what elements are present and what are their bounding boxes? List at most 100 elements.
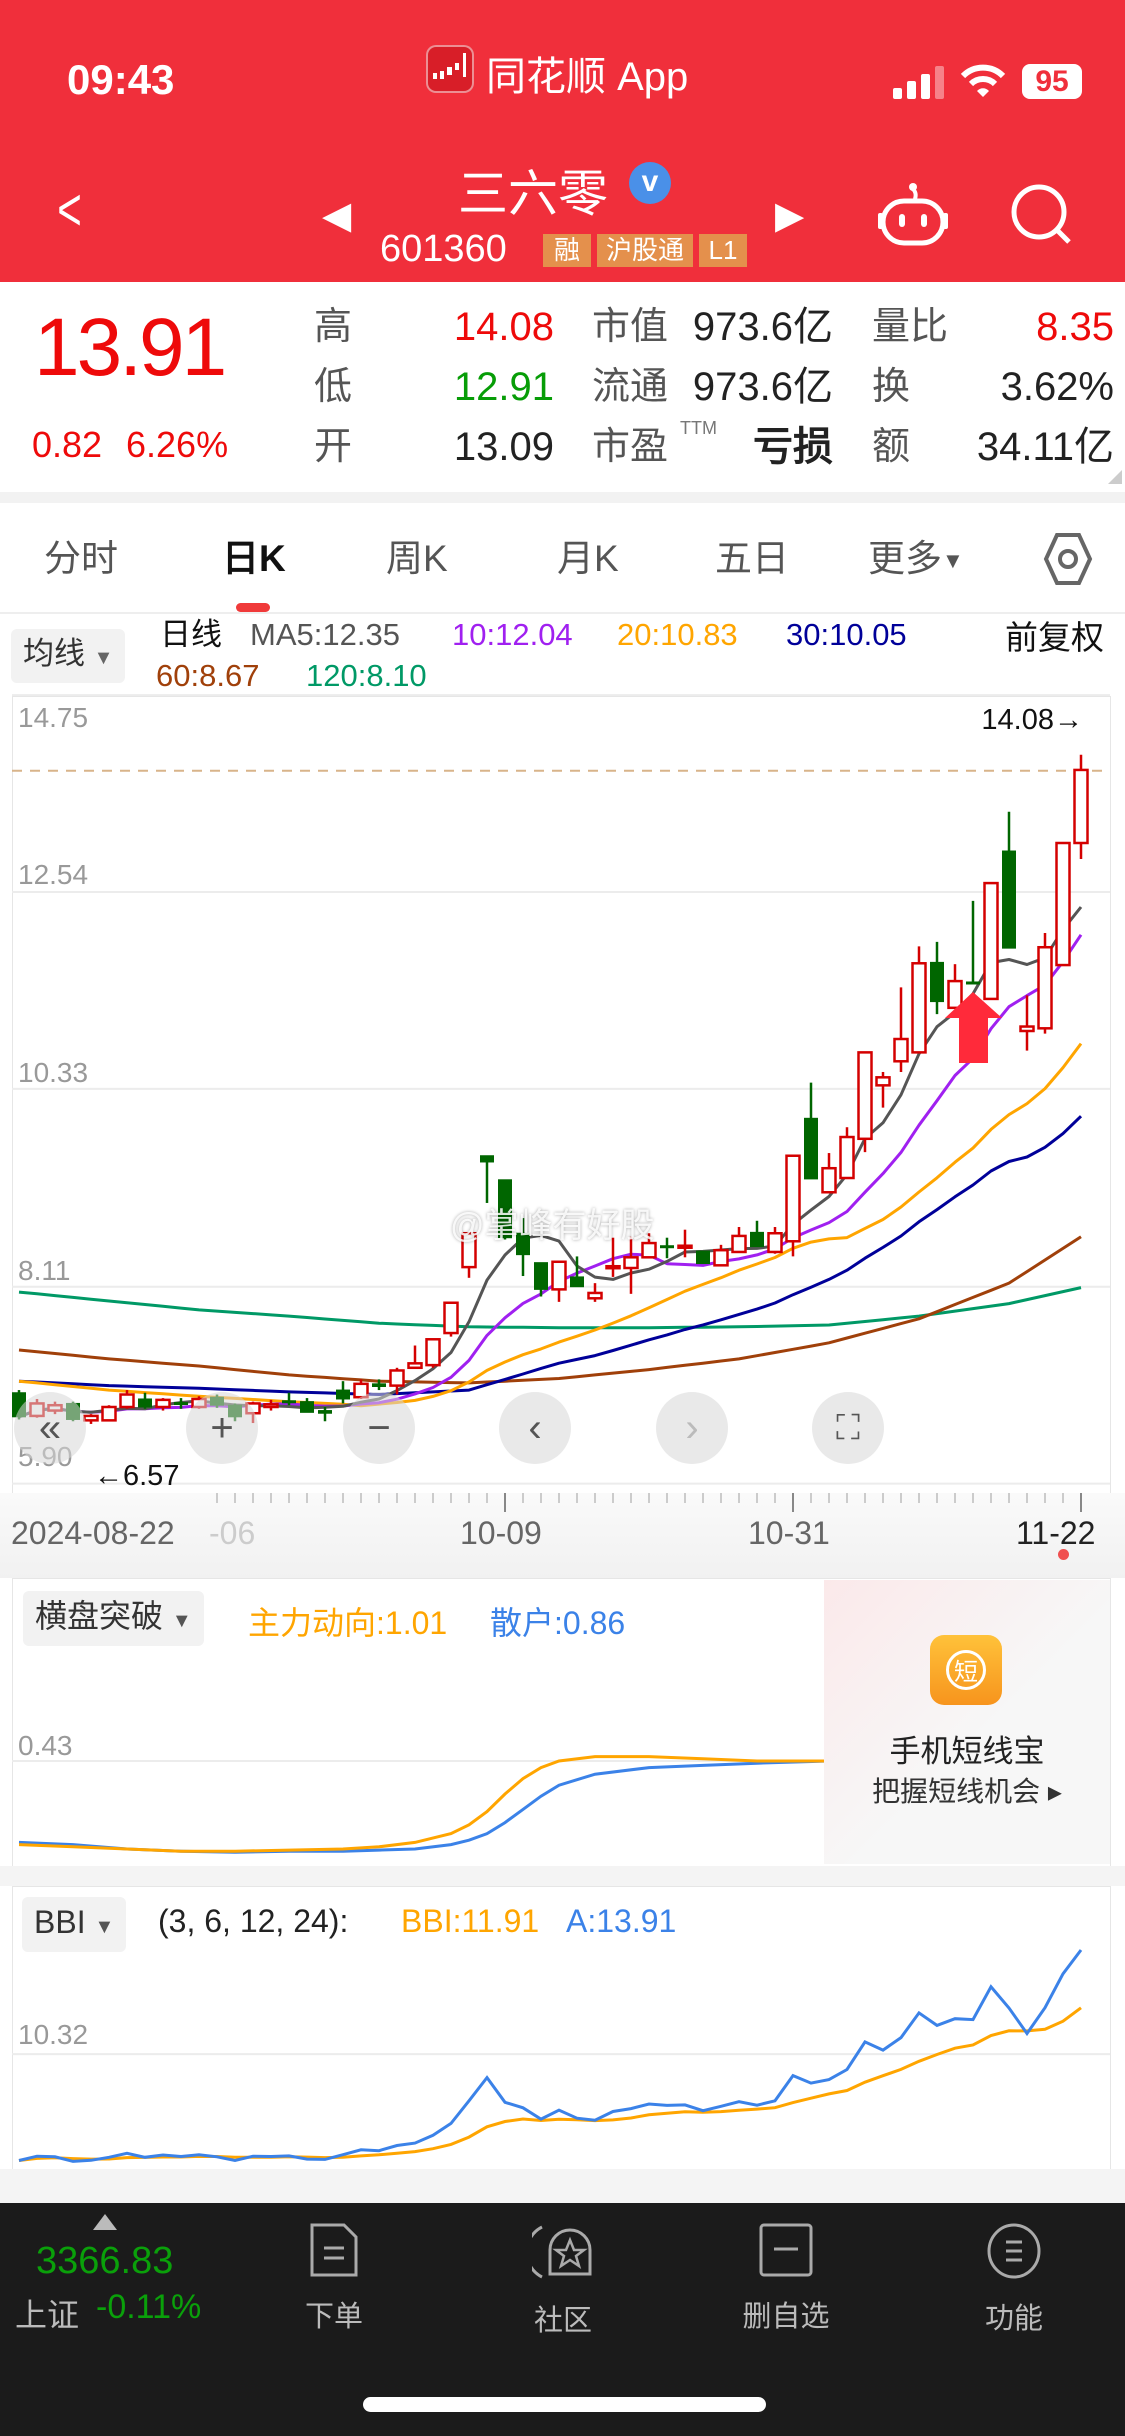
candle-down [336,1389,350,1400]
index-expand-icon[interactable] [93,2214,117,2230]
candle-up [389,1369,405,1387]
index-name: 上证 [15,2297,80,2333]
candle-down [372,1383,386,1388]
x-axis-label: 10-09 [460,1515,542,1551]
candle-down [696,1250,710,1265]
candle-up [983,881,999,1001]
nav-label: 功能 [984,2303,1043,2335]
tab-more[interactable]: 更多▼ [868,535,964,585]
tab-five-day[interactable]: 五日 [715,538,789,579]
fullscreen-button[interactable]: ⛶ [812,1392,884,1464]
volume-ratio-label: 量比 [872,306,949,348]
chevron-down-icon: ▼ [94,1916,115,1938]
candle-up [443,1301,459,1335]
y-tick-label: 8.11 [18,1255,71,1286]
tab-weekly-k[interactable]: 周K [386,538,448,579]
indicator-selector[interactable]: 横盘突破 ▼ [23,1591,204,1646]
candle-down [804,1117,818,1180]
x-axis-label: 2024-08-22 [11,1515,175,1551]
open-value: 13.09 [453,425,554,469]
prev-stock-button[interactable]: ◀ [322,195,352,237]
candle-down [174,1402,188,1406]
candle-up [857,1051,873,1141]
market-cap-label: 市值 [592,306,669,348]
candle-up [119,1393,135,1409]
tab-daily-k[interactable]: 日K [222,538,286,579]
ma60-legend: 60:8.67 [156,658,260,693]
scroll-left-button[interactable]: ‹ [499,1392,571,1464]
candle-down [300,1401,314,1413]
nav-order[interactable]: 下单 [264,2222,404,2335]
divider [0,2169,1125,2203]
wifi-icon [960,64,1006,97]
x-axis-band [0,1493,1125,1578]
candle-up [587,1291,603,1300]
ad-icon-char: 短 [946,1650,986,1690]
signal-icon [893,66,944,99]
nav-label: 下单 [304,2301,363,2333]
nav-label: 删自选 [742,2301,830,2333]
zhuli-legend: 主力动向:1.01 [248,1605,448,1641]
index-value[interactable]: 3366.83 [36,2240,174,2282]
home-indicator[interactable] [363,2397,766,2412]
candle-up [893,1037,909,1063]
candle-up [83,1414,99,1422]
active-tab-indicator [236,603,270,612]
scroll-right-button[interactable]: › [656,1392,728,1464]
bbi-selector[interactable]: BBI ▼ [22,1897,127,1952]
tab-more-label: 更多 [868,538,942,579]
kline-chart-frame[interactable] [12,696,1111,1493]
y-tick-label: 0.43 [18,1730,73,1761]
settings-hex-icon[interactable] [1043,532,1093,586]
x-axis-label: -06 [209,1515,256,1551]
tab-monthly-k[interactable]: 月K [557,538,619,579]
float-cap-value: 973.6亿 [692,365,833,409]
nav-remove-watchlist[interactable]: 删自选 [716,2222,856,2335]
pe-ttm-sup: TTM [680,418,717,438]
search-icon[interactable] [1011,184,1073,246]
candle-up [407,1362,423,1370]
zhuli-line [18,1755,829,1853]
candle-up [1037,945,1053,1030]
nav-community[interactable]: 社区 [493,2222,633,2339]
zoom-out-button[interactable]: − [343,1392,415,1464]
volume-ratio-value: 8.35 [1036,305,1114,349]
community-star-icon [525,2225,592,2279]
candle-up [605,1264,621,1270]
robot-assistant-icon[interactable] [877,183,949,247]
divider [0,492,1125,503]
turnover-value: 3.62% [1000,365,1114,409]
badge-level1: L1 [699,234,747,267]
candle-down [318,1410,332,1414]
bbi-line [18,2006,1082,2162]
price-change: 0.82 [32,424,103,465]
expand-corner-icon[interactable] [1108,470,1122,484]
adjust-mode-button[interactable]: 前复权 [1005,619,1104,656]
candle-up [623,1256,639,1270]
back-button[interactable]: < [57,176,82,243]
x-axis-label: 10-31 [748,1515,830,1551]
menu-circle-icon [987,2223,1041,2279]
tab-intraday[interactable]: 分时 [44,538,118,579]
next-stock-button[interactable]: ▶ [775,195,805,237]
pe-label: 市盈 [592,426,669,468]
nav-functions[interactable]: 功能 [944,2222,1084,2337]
candle-up [911,962,927,1054]
ma-type-selector[interactable]: 均线 ▼ [11,629,126,683]
zoom-in-button[interactable]: + [186,1392,258,1464]
short-line-app-icon: 短 [930,1635,1002,1705]
candle-down [660,1245,674,1249]
amount-value: 34.11亿 [976,425,1114,469]
scroll-start-button[interactable]: « [14,1392,86,1464]
float-cap-label: 流通 [592,366,669,408]
header: 09:43 同花顺 App 95 < ◀ ▶ 三六零 v 601360 融 沪股… [0,0,1125,282]
candle-down [750,1231,764,1248]
candle-down [516,1232,530,1256]
chevron-down-icon: ▼ [93,647,114,669]
indicator-name: 横盘突破 [35,1598,164,1634]
candle-up [785,1154,801,1243]
index-change: -0.11% [96,2288,202,2326]
ad-card[interactable]: 短 手机短线宝 把握短线机会 ▸ [824,1580,1110,1864]
candle-down [498,1179,512,1239]
